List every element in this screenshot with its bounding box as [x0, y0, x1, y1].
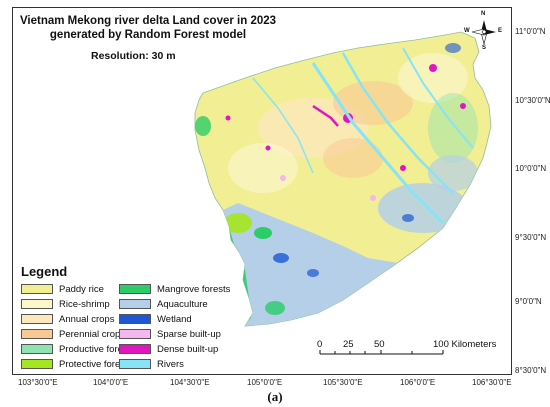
legend-item: Rice-shrimp — [21, 299, 110, 311]
legend-swatch — [21, 329, 53, 340]
legend-swatch — [21, 284, 53, 295]
scale-label-50: 50 — [374, 339, 385, 350]
legend-swatch — [119, 359, 151, 370]
legend-swatch — [119, 329, 151, 340]
legend-label: Protective forests — [59, 359, 133, 370]
compass-n: N — [481, 11, 486, 17]
legend-label: Rivers — [157, 359, 184, 370]
lon-tick-7: 106°30'0"E — [472, 378, 512, 387]
lat-tick-5: 9°0'0"N — [515, 297, 542, 306]
lat-tick-4: 9°30'0"N — [515, 233, 547, 242]
legend-item: Annual crops — [21, 314, 114, 326]
compass-e: E — [498, 28, 503, 34]
lon-tick-1: 103°30'0"E — [18, 378, 58, 387]
legend-label: Paddy rice — [59, 284, 104, 295]
scale-bar — [319, 350, 444, 355]
compass-w: W — [464, 28, 470, 34]
legend-item: Wetland — [119, 314, 192, 326]
scale-label-25: 25 — [343, 339, 354, 350]
legend-label: Aquaculture — [157, 299, 208, 310]
lon-tick-3: 104°30'0"E — [170, 378, 210, 387]
legend-item: Productive forests — [21, 344, 135, 356]
lat-tick-3: 10°0'0"N — [515, 164, 547, 173]
figure-caption: (a) — [267, 389, 283, 404]
legend-label: Rice-shrimp — [59, 299, 110, 310]
legend-swatch — [119, 299, 151, 310]
legend-item: Paddy rice — [21, 284, 104, 296]
legend-label: Perennial crops — [59, 329, 126, 340]
legend-item: Sparse built-up — [119, 329, 221, 341]
legend-item: Dense built-up — [119, 344, 218, 356]
legend-swatch — [119, 284, 151, 295]
map-title-line2: generated by Random Forest model — [49, 29, 247, 41]
legend-swatch — [21, 344, 53, 355]
legend-item: Aquaculture — [119, 299, 208, 311]
map-title-line1: Vietnam Mekong river delta Land cover in… — [19, 15, 277, 27]
scale-label-0: 0 — [317, 339, 323, 350]
lat-tick-6: 8°30'0"N — [515, 366, 547, 375]
legend-label: Productive forests — [59, 344, 136, 355]
legend-label: Annual crops — [59, 314, 115, 325]
legend-swatch — [119, 314, 151, 325]
legend-item: Perennial crops — [21, 329, 125, 341]
legend-title: Legend — [21, 264, 68, 279]
scale-label-100: 100 Kilometers — [433, 339, 497, 350]
map-title: Vietnam Mekong river delta Land cover in… — [13, 14, 283, 42]
legend-label: Wetland — [157, 314, 192, 325]
legend-swatch — [21, 299, 53, 310]
lon-tick-5: 105°30'0"E — [323, 378, 363, 387]
lat-tick-1: 11°0'0"N — [515, 27, 546, 36]
land-cover-map — [194, 20, 496, 355]
legend-swatch — [21, 359, 53, 370]
legend-item: Rivers — [119, 359, 184, 371]
map-frame: Vietnam Mekong river delta Land cover in… — [12, 7, 512, 375]
lon-tick-4: 105°0'0"E — [247, 378, 283, 387]
compass-s: S — [482, 45, 487, 51]
legend-swatch — [119, 344, 151, 355]
lon-tick-6: 106°0'0"E — [400, 378, 436, 387]
resolution-label: Resolution: 30 m — [91, 50, 176, 62]
legend-label: Dense built-up — [157, 344, 219, 355]
north-arrow-icon — [471, 20, 496, 45]
legend-item: Protective forests — [21, 359, 132, 371]
legend-item: Mangrove forests — [119, 284, 230, 296]
legend-label: Sparse built-up — [157, 329, 221, 340]
legend-label: Mangrove forests — [157, 284, 231, 295]
lat-tick-2: 10°30'0"N — [515, 96, 550, 105]
lon-tick-2: 104°0'0"E — [93, 378, 129, 387]
legend-swatch — [21, 314, 53, 325]
